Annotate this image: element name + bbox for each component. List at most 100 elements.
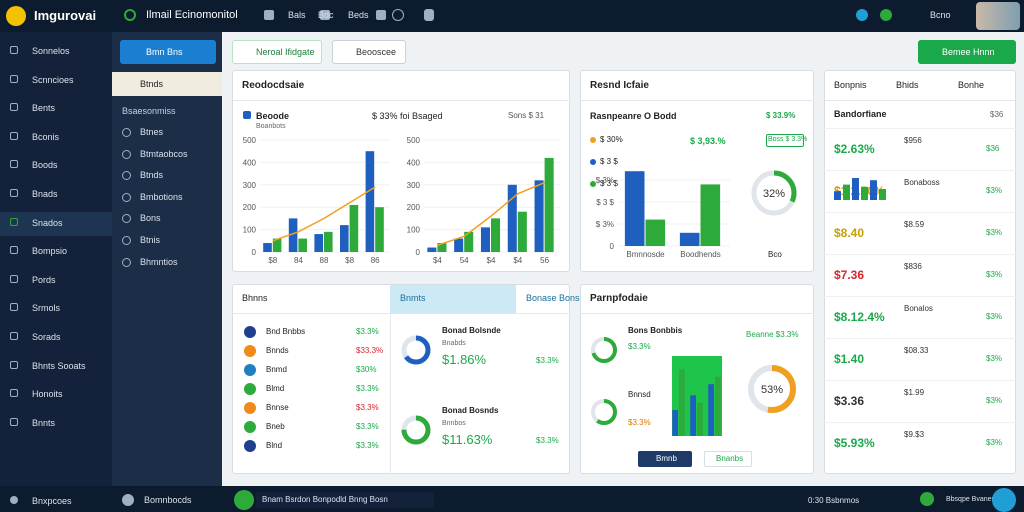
stat: $ 3,93.% (690, 136, 726, 146)
x-tick-label: $8 (345, 256, 354, 265)
sidebar-item[interactable]: Bents (32, 103, 56, 114)
selected-label[interactable]: Btnds (140, 79, 164, 89)
avatar (976, 2, 1020, 30)
sidebar-footer[interactable]: Bnxpcoes (32, 496, 72, 506)
subnav-footer[interactable]: Bomnbocds (144, 495, 192, 505)
y-tick-label: 100 (407, 226, 421, 235)
select-label[interactable]: Beooscee (356, 47, 397, 57)
icon (122, 257, 131, 267)
sidebar-item[interactable]: Srmols (32, 303, 61, 314)
sidebar-item[interactable]: Bconis (32, 131, 60, 142)
bar (491, 218, 501, 252)
y-tick-label: 300 (243, 181, 257, 190)
list-name: Bnd Bnbbs (266, 327, 306, 336)
button-label[interactable]: Bmnb (656, 454, 677, 463)
nav-link[interactable]: Bals (288, 10, 306, 20)
icon (376, 10, 386, 20)
list-pct: $33.3% (356, 346, 384, 355)
sidebar-item[interactable]: Scnncioes (32, 74, 74, 85)
divider (390, 313, 391, 474)
subnav-item[interactable]: Btmtaobcos (140, 148, 188, 159)
icon (244, 364, 256, 376)
y-tick-label: $ 3% (596, 176, 614, 185)
search-text[interactable]: Bnam Bsrdon Bonpodld Bnng Bosn (262, 495, 388, 504)
top-bar (0, 0, 1024, 32)
button[interactable] (120, 40, 216, 64)
tab[interactable] (232, 40, 322, 64)
card-4 (232, 284, 570, 474)
filter[interactable]: Sons $ 31 (508, 111, 545, 120)
subnav-item[interactable]: Bons (140, 213, 161, 224)
donut (591, 337, 617, 363)
item-sub: Bnabds (442, 340, 466, 347)
list-name: Blmd (266, 384, 285, 393)
active-item (0, 211, 112, 236)
bar (454, 238, 464, 252)
subnav-item[interactable]: Btnes (140, 127, 164, 137)
sidebar-item[interactable]: Boods (32, 160, 58, 171)
chart-title: $ 33% foi Bsaged (372, 111, 443, 121)
sidebar-item[interactable]: Sonnelos (32, 46, 70, 56)
divider (232, 100, 570, 101)
tab-label[interactable]: Neroal Ifidgate (256, 47, 315, 57)
list-name: Blnd (266, 441, 283, 450)
sidebar-item[interactable]: Bnads (32, 189, 58, 199)
sidebar-item[interactable]: Bnnts (32, 417, 56, 428)
spark-bar (852, 178, 859, 200)
row-label: Bonalos (904, 304, 933, 313)
bar (645, 219, 666, 246)
chart-title: Rasnpeanre O Bodd (590, 111, 677, 121)
subnav-item[interactable]: Bmbotions (140, 191, 183, 202)
divider (824, 422, 1016, 423)
card-title: Parnpfodaie (590, 293, 648, 304)
tab[interactable]: Bonpnis (834, 80, 867, 90)
subnav-item[interactable]: Bhmntios (140, 256, 178, 267)
tab[interactable]: Bonhe (958, 80, 985, 90)
button[interactable] (638, 451, 692, 467)
nav-link[interactable]: Beds (348, 10, 369, 20)
user-name[interactable]: Bcno (930, 10, 951, 20)
y-tick-label: 500 (407, 136, 421, 145)
tab[interactable]: Bonase Bons (526, 293, 580, 303)
icon (243, 111, 251, 119)
icon (244, 421, 256, 433)
sidebar-item[interactable]: Pords (32, 274, 56, 285)
sidebar-item[interactable]: Honoits (32, 389, 63, 400)
select[interactable] (332, 40, 406, 64)
tab[interactable]: Bhnns (242, 293, 268, 303)
subnav-item[interactable]: Btnds (140, 170, 164, 181)
selected-item (112, 72, 222, 96)
section-title: Bsaesonmiss (122, 106, 176, 116)
icon (10, 360, 18, 369)
label: Bnnsd (628, 390, 651, 399)
row-value: $5.93% (834, 436, 875, 450)
logo (6, 6, 26, 26)
row-value: $7.36 (834, 268, 865, 282)
tab[interactable]: Bnmts (400, 293, 426, 303)
nav-link[interactable]: Bdc (318, 10, 334, 20)
status: 0:30 Bsbnmos (808, 496, 860, 505)
button-label[interactable]: Bemee Hnnn (942, 47, 995, 57)
legend-sub: Boanbots (256, 123, 286, 130)
footer-label[interactable]: Bco (768, 250, 782, 259)
sidebar-item[interactable]: Snados (32, 217, 63, 228)
list-name: Bneb (266, 422, 285, 431)
button-label[interactable]: Bmn Bns (146, 47, 183, 57)
row-label: Bonaboss (904, 178, 940, 187)
sidebar-item[interactable]: Sorads (32, 332, 61, 342)
button[interactable] (918, 40, 1016, 64)
bar (365, 151, 375, 252)
sidebar-item[interactable]: Bompsio (32, 246, 68, 257)
list-pct: $3.3% (356, 384, 379, 393)
button-label[interactable]: Bnanbs (716, 454, 744, 463)
tab[interactable]: Bhids (896, 80, 919, 90)
button[interactable] (704, 451, 752, 467)
donut-arc (748, 365, 796, 413)
icon[interactable] (992, 488, 1016, 512)
sidebar-item[interactable]: Bhnts Sooats (32, 360, 86, 371)
subnav-item[interactable]: Btnis (140, 235, 161, 245)
search[interactable] (256, 492, 434, 508)
row-tag: $3% (986, 396, 1003, 405)
x-tick-label: 56 (540, 256, 549, 265)
list-pct: $3.3% (356, 327, 379, 336)
